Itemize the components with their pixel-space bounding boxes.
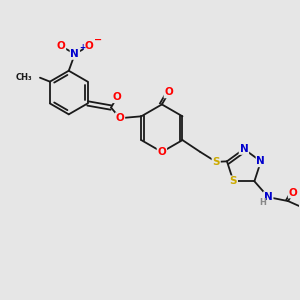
Text: CH₃: CH₃ <box>15 73 32 82</box>
Text: +: + <box>79 43 85 52</box>
Text: O: O <box>112 92 122 102</box>
Text: O: O <box>116 113 124 123</box>
Text: N: N <box>239 144 248 154</box>
Text: O: O <box>158 147 166 157</box>
Text: O: O <box>289 188 297 197</box>
Text: O: O <box>57 41 65 51</box>
Text: S: S <box>230 176 237 186</box>
Text: N: N <box>70 49 79 59</box>
Text: −: − <box>94 35 102 45</box>
Text: H: H <box>259 198 266 207</box>
Text: O: O <box>84 41 93 51</box>
Text: N: N <box>264 192 273 202</box>
Text: N: N <box>256 156 265 166</box>
Text: S: S <box>212 157 220 167</box>
Text: O: O <box>164 87 173 98</box>
